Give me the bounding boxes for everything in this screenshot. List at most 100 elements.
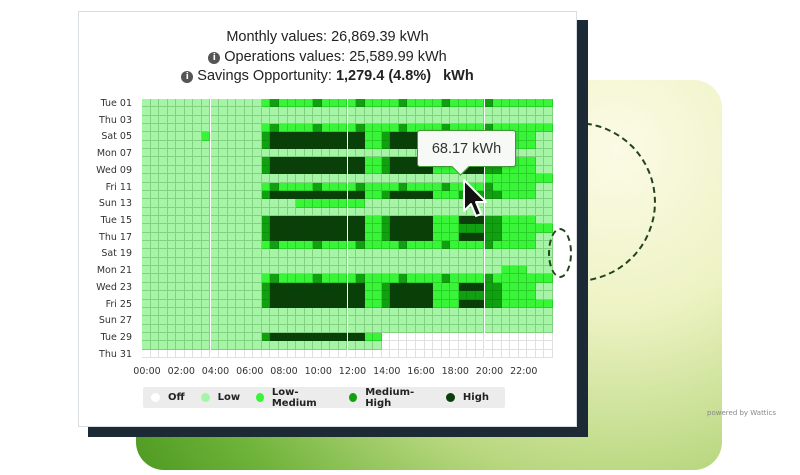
heatmap-cell[interactable]	[261, 232, 271, 242]
heatmap-cell[interactable]	[176, 99, 185, 108]
heatmap-cell[interactable]	[279, 157, 288, 166]
heatmap-cell[interactable]	[475, 341, 485, 350]
heatmap-cell[interactable]	[364, 299, 374, 308]
heatmap-cell[interactable]	[373, 107, 382, 116]
heatmap-cell[interactable]	[167, 316, 177, 325]
heatmap-cell[interactable]	[193, 182, 202, 191]
heatmap-cell[interactable]	[441, 190, 451, 200]
heatmap-cell[interactable]	[270, 157, 279, 166]
heatmap-cell[interactable]	[484, 249, 494, 258]
heatmap-cell[interactable]	[313, 316, 322, 325]
heatmap-cell[interactable]	[330, 140, 339, 150]
heatmap-cell[interactable]	[467, 341, 476, 350]
heatmap-cell[interactable]	[279, 124, 288, 133]
heatmap-cell[interactable]	[193, 132, 202, 141]
heatmap-cell[interactable]	[296, 190, 305, 200]
heatmap-cell[interactable]	[313, 232, 322, 242]
heatmap-cell[interactable]	[184, 174, 194, 183]
heatmap-cell[interactable]	[450, 299, 459, 308]
heatmap-cell[interactable]	[313, 257, 322, 267]
heatmap-cell[interactable]	[244, 132, 254, 141]
heatmap-cell[interactable]	[347, 274, 357, 283]
heatmap-cell[interactable]	[313, 282, 322, 292]
heatmap-cell[interactable]	[201, 140, 211, 150]
heatmap-cell[interactable]	[184, 307, 194, 317]
heatmap-cell[interactable]	[261, 174, 271, 183]
heatmap-cell[interactable]	[484, 190, 494, 200]
heatmap-cell[interactable]	[527, 132, 536, 141]
heatmap-cell[interactable]	[535, 115, 545, 125]
heatmap-cell[interactable]	[544, 349, 553, 358]
heatmap-cell[interactable]	[142, 332, 151, 342]
heatmap-cell[interactable]	[176, 174, 185, 183]
heatmap-cell[interactable]	[321, 132, 331, 141]
heatmap-cell[interactable]	[330, 332, 339, 342]
heatmap-cell[interactable]	[167, 341, 177, 350]
heatmap-cell[interactable]	[347, 349, 357, 358]
heatmap-cell[interactable]	[416, 249, 425, 258]
heatmap-cell[interactable]	[227, 324, 237, 333]
heatmap-cell[interactable]	[364, 157, 374, 166]
heatmap-cell[interactable]	[159, 140, 168, 150]
heatmap-cell[interactable]	[424, 190, 434, 200]
heatmap-cell[interactable]	[270, 232, 279, 242]
heatmap-cell[interactable]	[493, 349, 502, 358]
heatmap-cell[interactable]	[544, 341, 553, 350]
heatmap-cell[interactable]	[184, 115, 194, 125]
heatmap-cell[interactable]	[338, 274, 348, 283]
heatmap-cell[interactable]	[201, 165, 211, 175]
heatmap-cell[interactable]	[261, 190, 271, 200]
heatmap-cell[interactable]	[176, 316, 185, 325]
heatmap-cell[interactable]	[450, 199, 459, 208]
heatmap-cell[interactable]	[244, 349, 254, 358]
heatmap-cell[interactable]	[467, 107, 476, 116]
heatmap-cell[interactable]	[450, 274, 459, 283]
heatmap-cell[interactable]	[210, 316, 220, 325]
heatmap-cell[interactable]	[493, 241, 502, 250]
heatmap-cell[interactable]	[424, 274, 434, 283]
heatmap-cell[interactable]	[450, 190, 459, 200]
heatmap-cell[interactable]	[304, 249, 314, 258]
heatmap-cell[interactable]	[210, 107, 220, 116]
heatmap-cell[interactable]	[330, 341, 339, 350]
heatmap-cell[interactable]	[304, 307, 314, 317]
heatmap-cell[interactable]	[535, 182, 545, 191]
heatmap-cell[interactable]	[287, 232, 297, 242]
heatmap-cell[interactable]	[142, 157, 151, 166]
heatmap-cell[interactable]	[381, 107, 391, 116]
heatmap-cell[interactable]	[390, 316, 399, 325]
heatmap-cell[interactable]	[227, 199, 237, 208]
heatmap-cell[interactable]	[373, 332, 382, 342]
heatmap-cell[interactable]	[219, 291, 228, 300]
heatmap-cell[interactable]	[475, 349, 485, 358]
heatmap-cell[interactable]	[321, 207, 331, 216]
heatmap-cell[interactable]	[193, 341, 202, 350]
heatmap-cell[interactable]	[176, 149, 185, 158]
heatmap-cell[interactable]	[450, 224, 459, 233]
heatmap-cell[interactable]	[313, 124, 322, 133]
heatmap-cell[interactable]	[433, 291, 442, 300]
heatmap-cell[interactable]	[484, 291, 494, 300]
heatmap-cell[interactable]	[159, 266, 168, 275]
heatmap-cell[interactable]	[407, 324, 416, 333]
heatmap-cell[interactable]	[210, 257, 220, 267]
heatmap-cell[interactable]	[244, 332, 254, 342]
heatmap-cell[interactable]	[433, 215, 442, 225]
heatmap-cell[interactable]	[424, 99, 434, 108]
heatmap-cell[interactable]	[270, 257, 279, 267]
heatmap-cell[interactable]	[321, 224, 331, 233]
heatmap-cell[interactable]	[270, 349, 279, 358]
heatmap-cell[interactable]	[484, 274, 494, 283]
heatmap-cell[interactable]	[458, 99, 468, 108]
heatmap-cell[interactable]	[501, 349, 511, 358]
heatmap-cell[interactable]	[236, 332, 245, 342]
heatmap-cell[interactable]	[390, 324, 399, 333]
heatmap-cell[interactable]	[201, 115, 211, 125]
heatmap-cell[interactable]	[458, 299, 468, 308]
heatmap-cell[interactable]	[356, 165, 365, 175]
heatmap-cell[interactable]	[321, 165, 331, 175]
heatmap-cell[interactable]	[398, 307, 408, 317]
heatmap-cell[interactable]	[390, 132, 399, 141]
heatmap-cell[interactable]	[201, 241, 211, 250]
heatmap-cell[interactable]	[184, 257, 194, 267]
